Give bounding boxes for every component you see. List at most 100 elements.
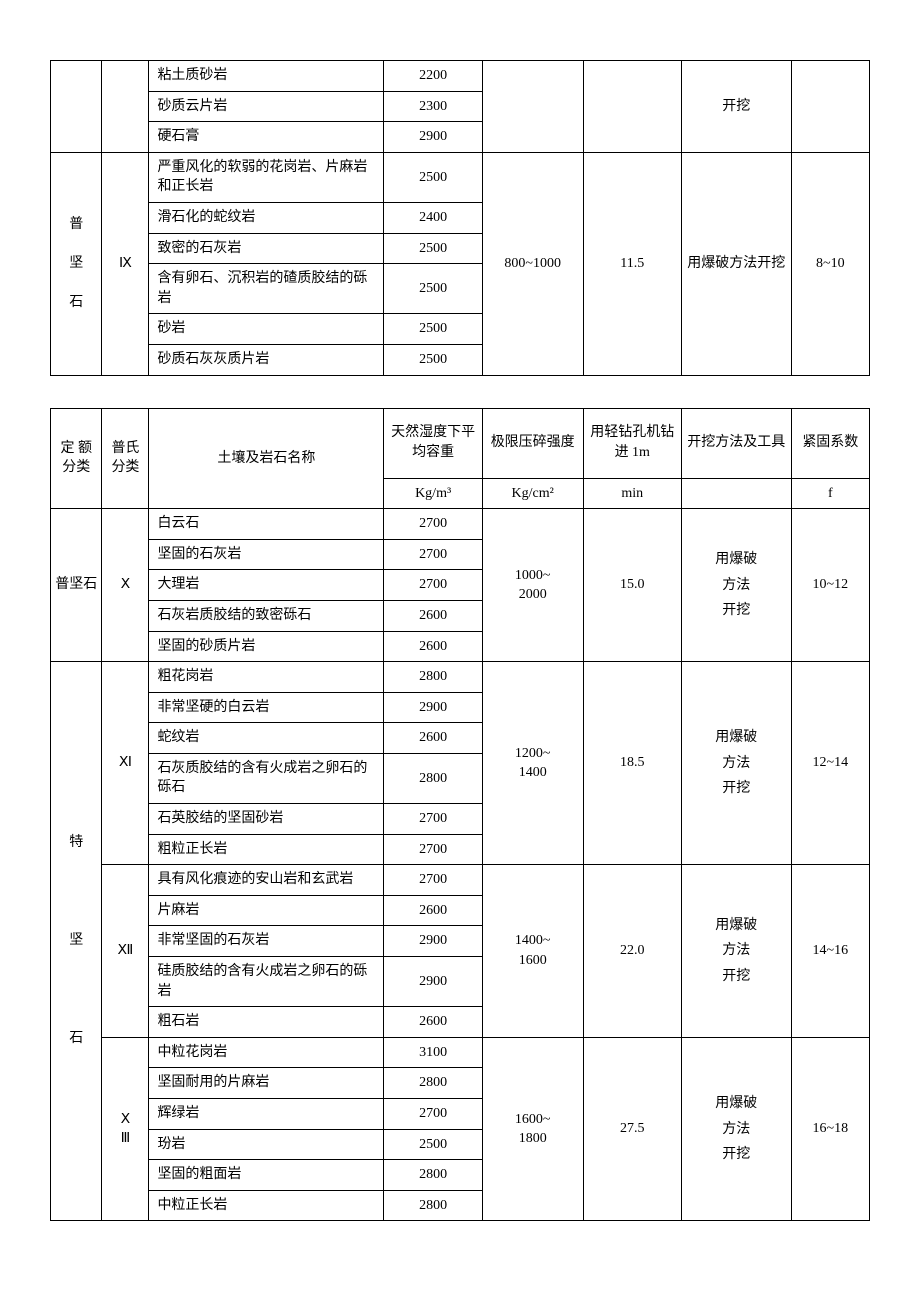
cell-name: 大理岩 <box>149 570 384 601</box>
cell-drill: 18.5 <box>583 662 681 865</box>
cell-density: 3100 <box>384 1037 482 1068</box>
cell-coef: 8~10 <box>791 152 869 375</box>
cell-density: 2700 <box>384 539 482 570</box>
cell-name: 辉绿岩 <box>149 1099 384 1130</box>
cell-density: 2500 <box>384 264 482 314</box>
header-drill: 用轻钻孔机钻进 1m <box>583 408 681 478</box>
cell-name: 坚固的砂质片岩 <box>149 631 384 662</box>
cell-cat2: Ⅹ <box>102 509 149 662</box>
cell-density: 2900 <box>384 122 482 153</box>
cell-density: 2700 <box>384 834 482 865</box>
cell-method: 用爆破方法开挖 <box>681 152 791 375</box>
cell-name: 中粒花岗岩 <box>149 1037 384 1068</box>
header-row: 定 额分类 普氏分类 土壤及岩石名称 天然湿度下平均容重 极限压碎强度 用轻钻孔… <box>51 408 870 478</box>
cell-coef-prev <box>791 61 869 153</box>
cell-name: 坚固的粗面岩 <box>149 1160 384 1191</box>
header-strength: 极限压碎强度 <box>482 408 583 478</box>
cell-name: 石英胶结的坚固砂岩 <box>149 804 384 835</box>
table-row: Ⅻ 具有风化痕迹的安山岩和玄武岩 2700 1400~ 1600 22.0 用爆… <box>51 865 870 896</box>
table-row: Ⅹ Ⅲ 中粒花岗岩 3100 1600~ 1800 27.5 用爆破 方法 开挖… <box>51 1037 870 1068</box>
cell-density: 2800 <box>384 1160 482 1191</box>
table-row: 普 坚 石 Ⅸ 严重风化的软弱的花岗岩、片麻岩和正长岩 2500 800~100… <box>51 152 870 202</box>
cell-density: 2700 <box>384 804 482 835</box>
header-coef: 紧固系数 <box>791 408 869 478</box>
cell-drill-prev <box>583 61 681 153</box>
cell-name: 蛇纹岩 <box>149 723 384 754</box>
cell-drill: 27.5 <box>583 1037 681 1221</box>
cell-strength: 1200~ 1400 <box>482 662 583 865</box>
cell-strength: 800~1000 <box>482 152 583 375</box>
cell-name: 中粒正长岩 <box>149 1190 384 1221</box>
header-method: 开挖方法及工具 <box>681 408 791 478</box>
cell-density: 2700 <box>384 1099 482 1130</box>
cell-density: 2600 <box>384 1007 482 1038</box>
cell-name: 砂质云片岩 <box>149 91 384 122</box>
cell-density: 2500 <box>384 314 482 345</box>
cell-density: 2900 <box>384 692 482 723</box>
cell-density: 2500 <box>384 344 482 375</box>
cell-name: 粗粒正长岩 <box>149 834 384 865</box>
cell-cat1-prev <box>51 61 102 153</box>
cell-name: 砂岩 <box>149 314 384 345</box>
header-cat1: 定 额分类 <box>51 408 102 509</box>
cell-method: 用爆破 方法 开挖 <box>681 662 791 865</box>
cell-density: 2800 <box>384 1190 482 1221</box>
cell-strength: 1600~ 1800 <box>482 1037 583 1221</box>
cell-density: 2800 <box>384 1068 482 1099</box>
unit-method <box>681 478 791 509</box>
cell-density: 2400 <box>384 202 482 233</box>
cell-name: 非常坚硬的白云岩 <box>149 692 384 723</box>
cell-name: 玢岩 <box>149 1129 384 1160</box>
cell-strength: 1400~ 1600 <box>482 865 583 1038</box>
cell-method: 用爆破 方法 开挖 <box>681 509 791 662</box>
cell-name: 致密的石灰岩 <box>149 233 384 264</box>
cell-density: 2500 <box>384 233 482 264</box>
cell-name: 粗石岩 <box>149 1007 384 1038</box>
cell-density: 2600 <box>384 600 482 631</box>
cell-cat1-big: 特 坚 石 <box>51 662 102 1221</box>
cell-coef: 14~16 <box>791 865 869 1038</box>
unit-strength: Kg/cm² <box>482 478 583 509</box>
unit-drill: min <box>583 478 681 509</box>
cell-name: 粗花岗岩 <box>149 662 384 693</box>
table-row: 特 坚 石 Ⅺ 粗花岗岩 2800 1200~ 1400 18.5 用爆破 方法… <box>51 662 870 693</box>
cell-method: 用爆破 方法 开挖 <box>681 865 791 1038</box>
cell-density: 2600 <box>384 723 482 754</box>
cell-drill: 11.5 <box>583 152 681 375</box>
cell-strength-prev <box>482 61 583 153</box>
cell-density: 2600 <box>384 631 482 662</box>
cell-name: 硅质胶结的含有火成岩之卵石的砾岩 <box>149 957 384 1007</box>
cell-name: 严重风化的软弱的花岗岩、片麻岩和正长岩 <box>149 152 384 202</box>
rock-table-lower: 定 额分类 普氏分类 土壤及岩石名称 天然湿度下平均容重 极限压碎强度 用轻钻孔… <box>50 408 870 1222</box>
cell-cat2: Ⅸ <box>102 152 149 375</box>
cell-drill: 15.0 <box>583 509 681 662</box>
header-name: 土壤及岩石名称 <box>149 408 384 509</box>
table-row: 粘土质砂岩 2200 开挖 <box>51 61 870 92</box>
cell-cat2: Ⅹ Ⅲ <box>102 1037 149 1221</box>
cell-name: 滑石化的蛇纹岩 <box>149 202 384 233</box>
cell-name: 硬石膏 <box>149 122 384 153</box>
rock-table-upper: 粘土质砂岩 2200 开挖 砂质云片岩 2300 硬石膏 2900 普 坚 石 … <box>50 60 870 376</box>
cell-method: 用爆破 方法 开挖 <box>681 1037 791 1221</box>
cell-density: 2500 <box>384 152 482 202</box>
cell-name: 具有风化痕迹的安山岩和玄武岩 <box>149 865 384 896</box>
cell-name: 含有卵石、沉积岩的碴质胶结的砾岩 <box>149 264 384 314</box>
cell-density: 2900 <box>384 957 482 1007</box>
cell-cat1: 普 坚 石 <box>51 152 102 375</box>
cell-name: 坚固的石灰岩 <box>149 539 384 570</box>
cell-density: 2200 <box>384 61 482 92</box>
cell-density: 2600 <box>384 895 482 926</box>
cell-coef: 12~14 <box>791 662 869 865</box>
cell-density: 2700 <box>384 509 482 540</box>
header-cat2: 普氏分类 <box>102 408 149 509</box>
cell-coef: 16~18 <box>791 1037 869 1221</box>
cell-density: 2700 <box>384 570 482 601</box>
cell-cat1: 普坚石 <box>51 509 102 662</box>
cell-density: 2300 <box>384 91 482 122</box>
cell-coef: 10~12 <box>791 509 869 662</box>
cell-cat2: Ⅺ <box>102 662 149 865</box>
unit-coef: f <box>791 478 869 509</box>
cell-name: 石灰质胶结的含有火成岩之卵石的砾石 <box>149 753 384 803</box>
cell-density: 2700 <box>384 865 482 896</box>
cell-method-prev: 开挖 <box>681 61 791 153</box>
